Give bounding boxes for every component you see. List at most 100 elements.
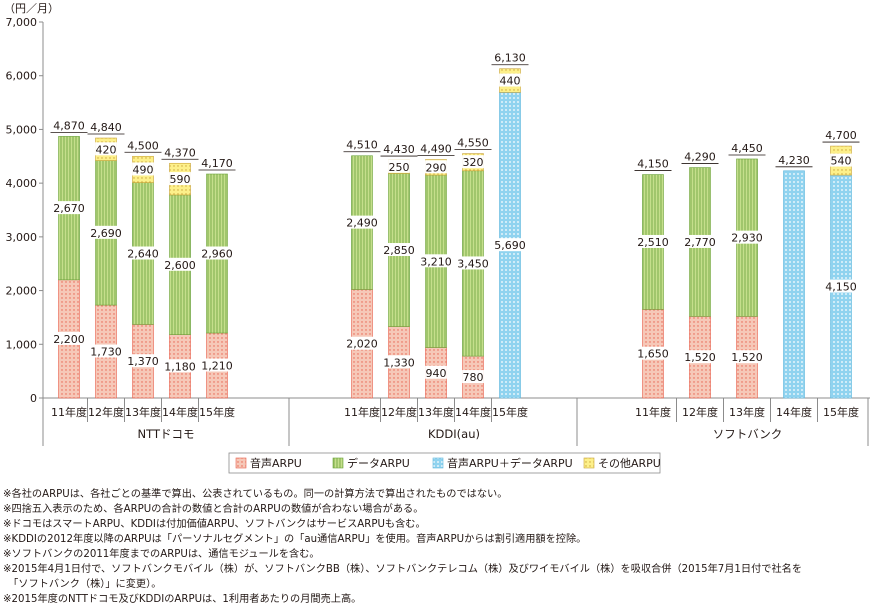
data-label-bg: [88, 344, 124, 358]
data-label: 2,690: [90, 227, 122, 240]
total-label: 4,870: [53, 119, 85, 132]
total-label: 4,700: [825, 129, 857, 142]
total-label: 4,230: [778, 154, 810, 167]
x-tick-label: 13年度: [729, 405, 765, 419]
x-tick-label: 14年度: [455, 405, 491, 419]
data-label-bg: [162, 257, 198, 271]
data-label-bg: [830, 153, 852, 167]
legend-label: 音声ARPU: [250, 456, 302, 470]
data-label-bg: [199, 358, 235, 372]
data-label-bg: [462, 155, 484, 169]
data-label-bg: [51, 201, 87, 215]
arpu-stacked-bar-chart: （円／月） 0 1,000 2,000 3,000 4,000 5,000 6,000 7,0…: [4, 2, 870, 474]
total-label: 4,510: [346, 139, 378, 152]
y-tick-label: 3,000: [6, 231, 38, 244]
total-label: 4,490: [420, 143, 452, 156]
y-tick-label: 6,000: [6, 70, 38, 83]
data-label-bg: [635, 346, 671, 360]
footnote: ※2015年度のNTTドコモ及びKDDIのARPUは、1利用者あたりの月間売上高…: [3, 594, 362, 605]
footnote: ※各社のARPUは、各社ごとの基準で算出、公表されているもの。同一の計算方法で算…: [3, 489, 508, 500]
footnote: 「ソフトバンク（株）」に変更）。: [3, 579, 162, 590]
footnotes: ※各社のARPUは、各社ごとの基準で算出、公表されているもの。同一の計算方法で算…: [3, 487, 881, 607]
x-tick-label: 15年度: [492, 405, 528, 419]
data-label: 2,640: [127, 248, 159, 261]
data-label: 2,850: [383, 244, 415, 257]
total-label: 4,430: [383, 143, 415, 156]
legend-swatch-combined: [432, 457, 444, 469]
data-label-bg: [635, 234, 671, 248]
data-label: 1,730: [90, 346, 122, 359]
x-tick-label: 12年度: [682, 405, 718, 419]
x-tick-label: 12年度: [381, 405, 417, 419]
y-tick-label: 5,000: [6, 123, 38, 136]
data-label: 5,690: [494, 239, 526, 252]
legend-swatch-voice: [235, 457, 247, 469]
data-label: 440: [500, 75, 521, 88]
data-label: 2,200: [53, 333, 85, 346]
data-label-bg: [344, 336, 380, 350]
legend-label: データARPU: [347, 456, 410, 470]
y-tick-label: 7,000: [6, 16, 38, 29]
data-label: 320: [463, 156, 484, 169]
y-tick-label: 1,000: [6, 338, 38, 351]
data-label-bg: [425, 160, 447, 174]
footnote: ※KDDIの2012年度以降のARPUは「パーソナルセグメント」の「au通信AR…: [3, 534, 587, 545]
data-label-bg: [682, 350, 718, 364]
data-label: 3,210: [420, 255, 452, 268]
data-label-bg: [499, 73, 521, 87]
data-label: 490: [133, 163, 154, 176]
data-label: 540: [831, 155, 852, 168]
x-tick-label: 15年度: [199, 405, 235, 419]
data-label-bg: [125, 354, 161, 368]
total-label: 4,290: [684, 151, 716, 164]
x-tick-label: 11年度: [344, 405, 380, 419]
x-tick-label: 13年度: [418, 405, 454, 419]
legend-label: その他ARPU: [598, 457, 661, 470]
data-label-bg: [199, 246, 235, 260]
data-label: 2,930: [731, 232, 763, 245]
footnote: ※四捨五入表示のため、各ARPUの合計の数値と合計のARPUの数値が合わない場合…: [3, 504, 424, 515]
data-label-bg: [682, 234, 718, 248]
total-label: 4,450: [731, 142, 763, 155]
data-label-bg: [462, 370, 484, 384]
y-tick-label: 4,000: [6, 177, 38, 190]
data-label: 2,600: [164, 259, 196, 272]
data-label: 420: [96, 143, 117, 156]
y-tick-label: 0: [30, 392, 37, 405]
data-label-bg: [381, 243, 417, 257]
data-label: 1,370: [127, 355, 159, 368]
legend-swatch-data: [332, 457, 344, 469]
data-label: 780: [463, 371, 484, 384]
data-label-bg: [729, 350, 765, 364]
data-label-bg: [455, 256, 491, 270]
x-tick-label: 15年度: [823, 405, 859, 419]
footnote: ※ソフトバンクの2011年度までのARPUは、通信モジュールを含む。: [3, 549, 320, 560]
data-label: 2,490: [346, 217, 378, 230]
footnote: ※2015年4月1日付で、ソフトバンクモバイル（株）が、ソフトバンクBB（株）、…: [3, 564, 803, 575]
data-label: 1,180: [164, 360, 196, 373]
data-label: 2,510: [637, 236, 669, 249]
legend: 音声ARPU データARPU 音声ARPU＋データARPU その他ARPU: [228, 452, 661, 474]
data-label: 4,150: [825, 281, 857, 294]
data-label-bg: [823, 279, 859, 293]
company-label: ソフトバンク: [713, 427, 783, 441]
y-tick-label: 2,000: [6, 285, 38, 298]
total-label: 4,550: [457, 137, 489, 150]
data-label-bg: [729, 230, 765, 244]
data-label: 1,650: [637, 348, 669, 361]
company-label: NTTドコモ: [138, 427, 195, 441]
total-label: 6,130: [494, 52, 526, 65]
data-label-bg: [88, 225, 124, 239]
bar-segment-combined: [783, 170, 805, 399]
x-tick-label: 14年度: [776, 405, 812, 419]
total-label: 4,500: [127, 139, 159, 152]
legend-label: 音声ARPU＋データARPU: [447, 456, 573, 470]
data-label-bg: [51, 331, 87, 345]
footnote: ※ドコモはスマートARPU、KDDIは付加価値ARPU、ソフトバンクはサービスA…: [3, 519, 426, 530]
data-label-bg: [169, 172, 191, 186]
data-label: 1,330: [383, 356, 415, 369]
data-label: 940: [426, 367, 447, 380]
data-label: 250: [389, 161, 410, 174]
company-label: KDDI(au): [428, 427, 480, 441]
data-label-bg: [388, 159, 410, 173]
